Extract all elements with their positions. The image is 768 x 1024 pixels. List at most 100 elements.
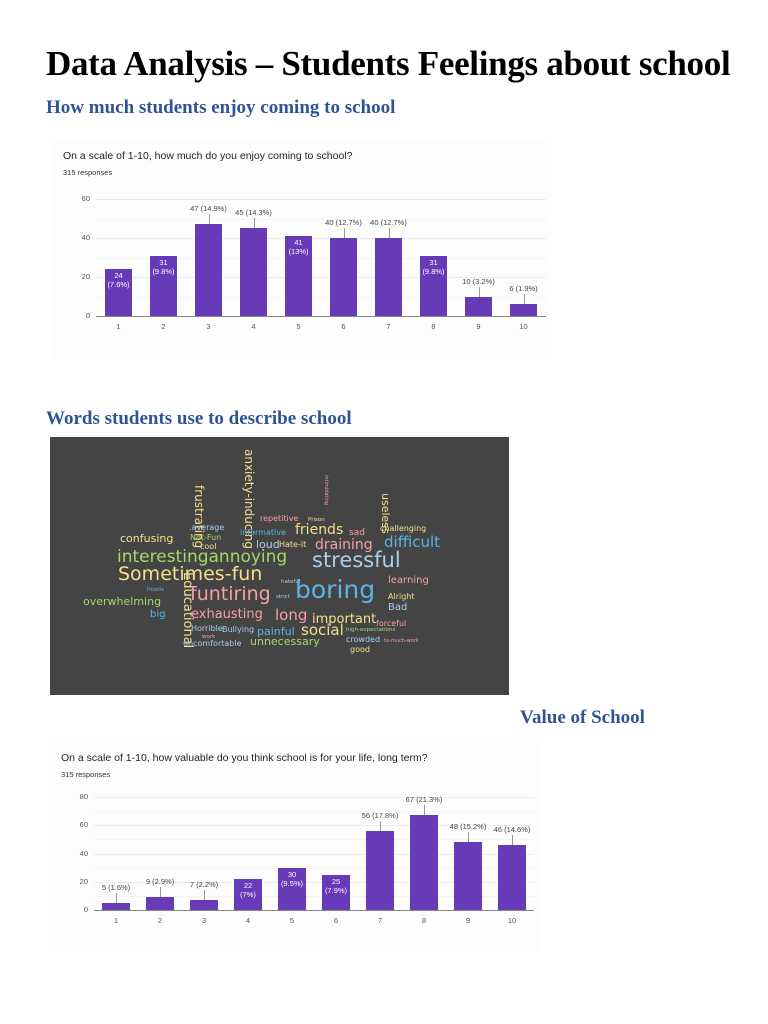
word-cloud: anxiety-inducing frustrating intimidating u… bbox=[50, 437, 509, 695]
bar-value-label: 67 (21.3%) bbox=[405, 795, 443, 805]
word-cloud-word: Sometimes-fun bbox=[118, 563, 263, 585]
bar-9 bbox=[464, 296, 493, 316]
chart-response-count: 315 responses bbox=[63, 168, 113, 177]
x-axis-tick: 2 bbox=[161, 322, 166, 331]
word-cloud-word: loud bbox=[256, 538, 280, 551]
bar-2: 31 (9.8%) bbox=[149, 255, 178, 316]
y-axis-tick: 40 bbox=[79, 848, 88, 858]
bar-value-label: 7 (2.2%) bbox=[189, 880, 219, 890]
gridline bbox=[94, 797, 534, 798]
x-axis-tick: 8 bbox=[431, 322, 436, 331]
x-axis-tick: 3 bbox=[206, 322, 211, 331]
gridline-minor bbox=[94, 839, 534, 841]
x-axis-tick: 8 bbox=[421, 916, 427, 925]
chart-question: On a scale of 1-10, how valuable do you … bbox=[61, 752, 428, 764]
chart-plot-area: 0 20 40 60 24 (7.6%) 1 31 (9.8%) 2 47 (14.9%) 3 45 (… bbox=[82, 194, 546, 331]
gridline-minor bbox=[94, 867, 534, 869]
gridline bbox=[94, 853, 534, 855]
word-cloud-word: exhausting bbox=[191, 607, 263, 622]
heading-words: Words students use to describe school bbox=[46, 408, 352, 429]
value-bar-chart: On a scale of 1-10, how valuable do you … bbox=[50, 742, 540, 952]
word-cloud-word: important bbox=[312, 612, 377, 627]
x-axis-tick: 6 bbox=[341, 322, 346, 331]
word-cloud-word: big bbox=[150, 609, 166, 620]
word-cloud-word: confusing bbox=[120, 532, 174, 545]
word-cloud-word: to-much-work bbox=[384, 638, 419, 644]
word-cloud-word: informative bbox=[240, 528, 286, 537]
label-leader-line bbox=[208, 214, 210, 225]
x-axis-tick: 6 bbox=[333, 916, 339, 925]
bar-value-label: 40 (12.7%) bbox=[370, 218, 407, 227]
label-leader-line bbox=[388, 228, 390, 238]
y-axis-tick: 20 bbox=[79, 876, 88, 886]
x-axis-tick: 9 bbox=[465, 916, 471, 925]
x-axis-tick: 9 bbox=[476, 322, 481, 331]
x-axis-tick: 2 bbox=[157, 916, 163, 925]
word-cloud-word: Horrible bbox=[191, 624, 223, 633]
word-cloud-word: funtiring bbox=[190, 583, 271, 605]
word-cloud-word: learning bbox=[388, 575, 429, 586]
word-cloud-word: boring bbox=[295, 575, 376, 604]
x-axis-line bbox=[94, 910, 534, 911]
word-cloud-word: draining bbox=[315, 537, 373, 553]
gridline-minor bbox=[94, 811, 534, 813]
bar-3 bbox=[194, 224, 223, 316]
bar-1: 24 (7.6%) bbox=[104, 269, 133, 316]
bar-value-label: 40 (12.7%) bbox=[325, 218, 362, 227]
word-cloud-word: work bbox=[202, 634, 216, 640]
bar-8 bbox=[410, 815, 438, 910]
word-cloud-word: social bbox=[301, 621, 344, 639]
bar-value-label: 24 (7.6%) bbox=[107, 271, 130, 290]
x-axis-tick: 1 bbox=[116, 322, 121, 331]
y-axis-tick: 20 bbox=[81, 272, 90, 281]
bar-value-label: 22 (7%) bbox=[240, 880, 256, 899]
label-leader-line bbox=[468, 832, 469, 843]
chart-response-count: 315 responses bbox=[61, 770, 111, 779]
heading-enjoy: How much students enjoy coming to school bbox=[46, 97, 396, 118]
word-cloud-word: hateful bbox=[281, 579, 301, 585]
label-leader-line bbox=[204, 890, 205, 901]
gridline-minor bbox=[96, 218, 546, 220]
chart-plot-area: 0 20 40 60 80 5 (1.6%) 1 9 (2.9%) 2 7 (2.2%) 3 22 (7… bbox=[80, 792, 534, 925]
bar-5: 30 (9.5%) bbox=[278, 867, 306, 910]
word-cloud-word: Alright bbox=[388, 592, 415, 601]
word-cloud-word: cool bbox=[200, 542, 217, 551]
y-axis-tick: 0 bbox=[85, 311, 90, 320]
bar-value-label: 25 (7.9%) bbox=[324, 876, 348, 895]
word-cloud-word: friends bbox=[295, 522, 344, 538]
bar-1 bbox=[102, 902, 130, 910]
x-axis-tick: 10 bbox=[519, 322, 528, 331]
gridline-minor bbox=[96, 257, 546, 259]
bar-8: 31 (9.8%) bbox=[419, 255, 448, 316]
word-cloud-word: strict bbox=[276, 594, 290, 600]
bar-value-label: 41 (13%) bbox=[288, 238, 309, 257]
bar-value-label: 31 (9.8%) bbox=[152, 257, 175, 276]
label-leader-line bbox=[116, 892, 117, 903]
x-axis-tick: 7 bbox=[386, 322, 391, 331]
word-cloud-word: Not-Fun bbox=[190, 533, 222, 542]
x-axis-tick: 5 bbox=[296, 322, 301, 331]
bar-10 bbox=[509, 304, 538, 316]
word-cloud-word: Bad bbox=[388, 602, 408, 613]
word-cloud-word: unnecessary bbox=[250, 635, 320, 648]
word-cloud-word: repetitive bbox=[260, 514, 299, 523]
bar-value-label: 45 (14.3%) bbox=[235, 208, 272, 218]
document-title: Data Analysis – Students Feelings about … bbox=[46, 44, 731, 83]
bar-4 bbox=[239, 228, 268, 316]
bar-3 bbox=[190, 900, 218, 910]
y-axis-tick: 0 bbox=[83, 905, 88, 914]
gridline bbox=[94, 881, 534, 883]
gridline bbox=[96, 238, 546, 239]
x-axis-tick: 4 bbox=[251, 322, 256, 331]
word-cloud-word: crowded bbox=[346, 635, 381, 644]
bar-6 bbox=[329, 238, 358, 316]
bar-value-label: 6 (1.9%) bbox=[509, 284, 538, 294]
word-cloud-word: forceful bbox=[376, 619, 407, 628]
word-cloud-word: .average bbox=[189, 523, 225, 532]
x-axis-tick: 5 bbox=[289, 916, 295, 925]
y-axis-tick: 80 bbox=[79, 792, 88, 801]
label-leader-line bbox=[424, 805, 425, 816]
heading-value: Value of School bbox=[520, 707, 645, 728]
gridline bbox=[94, 825, 534, 827]
x-axis-line bbox=[96, 316, 546, 317]
